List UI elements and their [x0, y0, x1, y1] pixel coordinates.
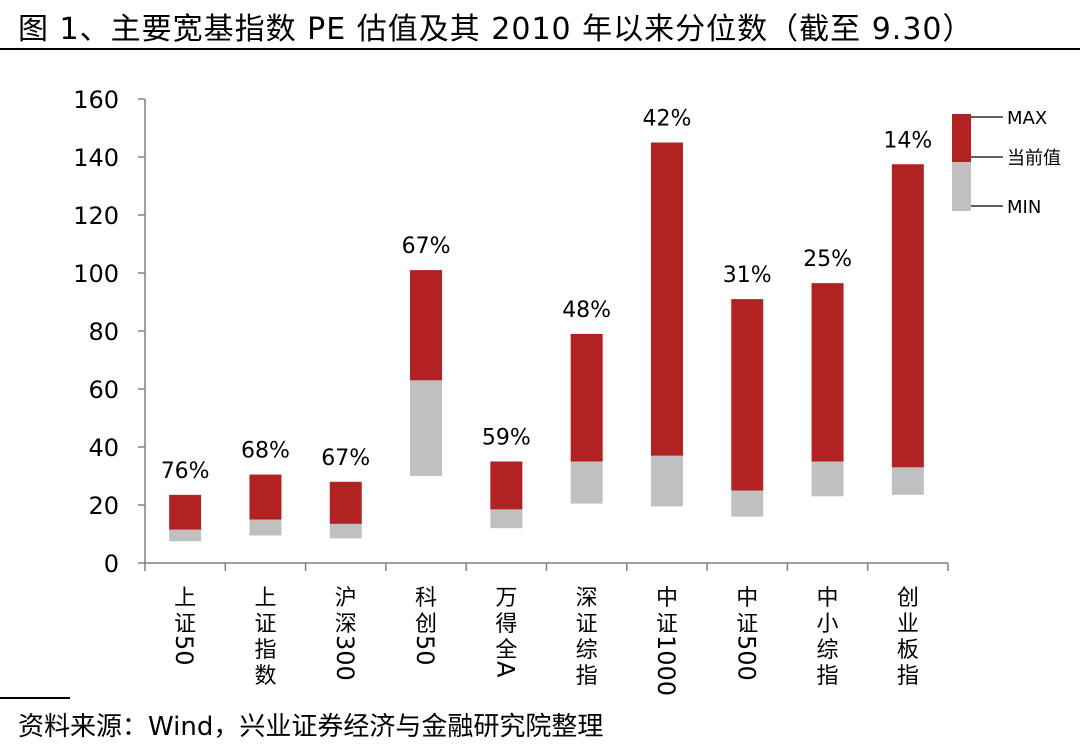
legend-label: 当前值: [1007, 148, 1061, 169]
y-tick-label: 100: [73, 260, 119, 288]
svg-text:沪: 沪: [335, 586, 357, 611]
svg-text:A: A: [491, 661, 519, 678]
y-tick-label: 120: [73, 202, 119, 230]
svg-text:全: 全: [495, 638, 517, 663]
bar-upper-current-to-max: [329, 481, 362, 524]
bar-upper-current-to-max: [410, 270, 443, 381]
bar-upper-current-to-max: [811, 283, 844, 462]
svg-text:创: 创: [897, 586, 919, 611]
percentile-label: 67%: [321, 446, 370, 471]
legend-label: MIN: [1007, 197, 1041, 218]
svg-text:中: 中: [817, 586, 839, 611]
pe-chart: 02040608010012014016076%上证5068%上证指数67%沪深…: [73, 86, 1061, 696]
svg-text:证: 证: [174, 612, 196, 637]
svg-text:得: 得: [495, 612, 517, 637]
bar-lower-min-to-current: [811, 461, 844, 497]
svg-text:证: 证: [254, 612, 276, 637]
svg-text:证: 证: [736, 612, 758, 637]
svg-text:综: 综: [576, 638, 598, 663]
percentile-label: 31%: [723, 263, 772, 288]
y-tick-label: 20: [88, 492, 119, 520]
y-tick-label: 60: [88, 376, 119, 404]
bar-upper-current-to-max: [650, 142, 683, 456]
svg-text:指: 指: [254, 638, 276, 663]
svg-text:深: 深: [335, 612, 357, 637]
percentile-label: 42%: [642, 107, 691, 132]
svg-text:数: 数: [254, 664, 276, 689]
svg-text:上: 上: [174, 586, 196, 611]
percentile-label: 67%: [402, 234, 451, 259]
bar-upper-current-to-max: [570, 333, 603, 462]
svg-text:50: 50: [411, 635, 439, 666]
bar-upper-current-to-max: [249, 474, 282, 520]
svg-text:综: 综: [817, 638, 839, 663]
source-divider: [0, 697, 70, 699]
bar-upper-current-to-max: [731, 299, 764, 491]
percentile-label: 25%: [803, 247, 852, 272]
bar-lower-min-to-current: [731, 490, 764, 517]
bar-upper-current-to-max: [490, 461, 523, 510]
legend-label: MAX: [1007, 108, 1047, 129]
svg-text:中: 中: [656, 586, 678, 611]
bar-lower-min-to-current: [891, 467, 924, 495]
svg-text:50: 50: [170, 635, 198, 666]
bar-lower-min-to-current: [169, 529, 202, 542]
svg-text:指: 指: [576, 664, 598, 689]
bar-lower-min-to-current: [249, 519, 282, 536]
y-tick-label: 40: [88, 434, 119, 462]
svg-text:500: 500: [732, 635, 760, 681]
bar-lower-min-to-current: [410, 380, 443, 476]
svg-text:深: 深: [576, 586, 598, 611]
svg-text:指: 指: [817, 664, 839, 689]
percentile-label: 14%: [883, 128, 932, 153]
svg-text:证: 证: [656, 612, 678, 637]
svg-text:科: 科: [415, 586, 437, 611]
percentile-label: 68%: [241, 439, 290, 464]
svg-text:小: 小: [817, 612, 839, 637]
svg-text:上: 上: [254, 586, 276, 611]
svg-text:证: 证: [576, 612, 598, 637]
svg-text:中: 中: [736, 586, 758, 611]
bar-lower-min-to-current: [650, 455, 683, 507]
legend-swatch-upper: [952, 114, 971, 162]
percentile-label: 59%: [482, 426, 531, 451]
svg-text:板: 板: [897, 638, 919, 663]
source-note: 资料来源：Wind，兴业证券经济与金融研究院整理: [18, 712, 604, 742]
y-tick-label: 140: [73, 144, 119, 172]
bar-lower-min-to-current: [490, 509, 523, 529]
page-title: 图 1、主要宽基指数 PE 估值及其 2010 年以来分位数（截至 9.30）: [18, 12, 974, 47]
svg-text:300: 300: [331, 635, 359, 681]
y-tick-label: 160: [73, 86, 119, 114]
svg-text:万: 万: [495, 586, 517, 611]
svg-text:1000: 1000: [652, 635, 680, 696]
y-tick-label: 80: [88, 318, 119, 346]
bar-upper-current-to-max: [891, 164, 924, 468]
bar-upper-current-to-max: [169, 494, 202, 530]
percentile-label: 48%: [562, 298, 611, 323]
title-divider: [0, 48, 1080, 50]
legend-swatch-lower: [952, 162, 971, 211]
svg-text:创: 创: [415, 612, 437, 637]
bar-lower-min-to-current: [570, 461, 603, 504]
percentile-label: 76%: [161, 459, 210, 484]
bar-lower-min-to-current: [329, 523, 362, 539]
svg-text:业: 业: [897, 612, 919, 637]
svg-text:指: 指: [897, 664, 919, 689]
y-tick-label: 0: [104, 550, 119, 578]
